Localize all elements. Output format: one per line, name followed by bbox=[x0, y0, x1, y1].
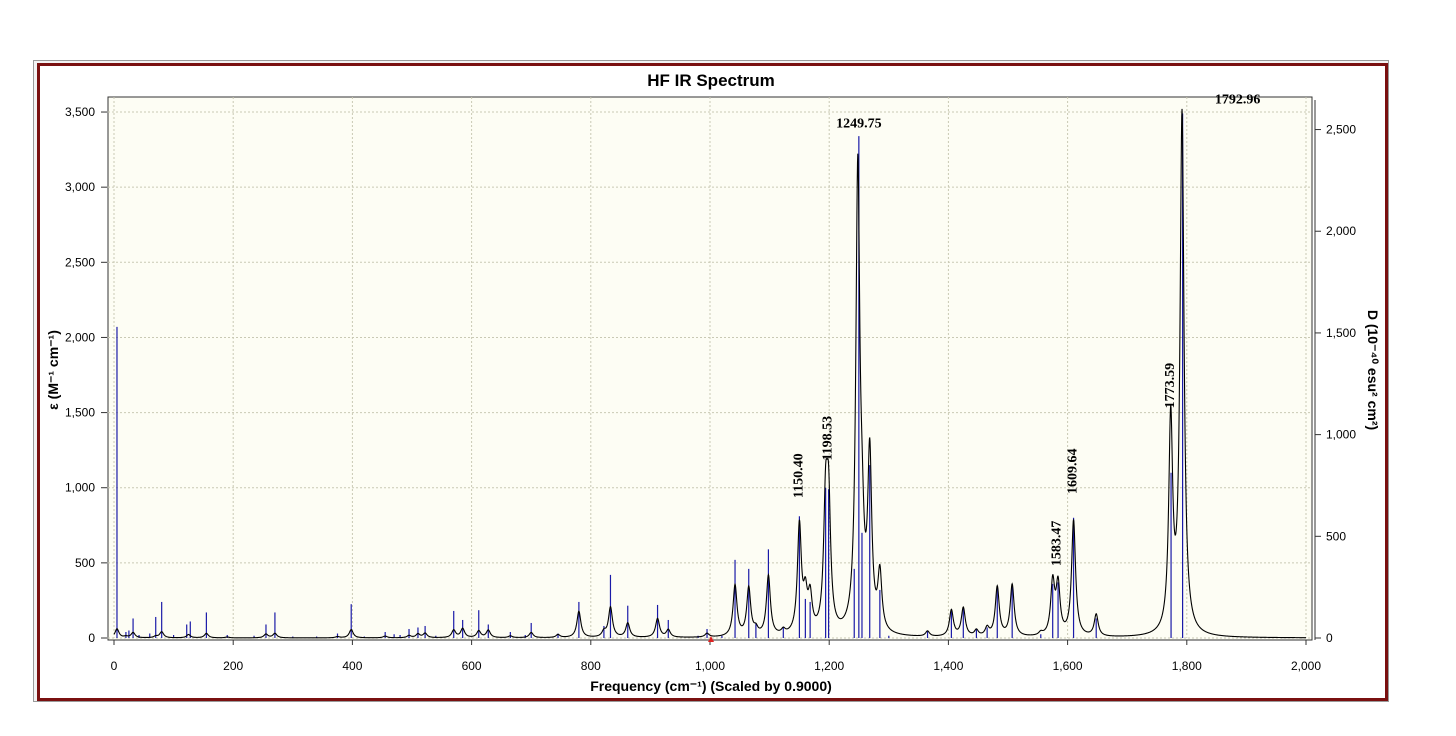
spectrum-line bbox=[113, 108, 1306, 639]
y-tick-label: 500 bbox=[75, 556, 95, 570]
y-tick-label: 0 bbox=[88, 631, 95, 645]
peak-labels: 1249.75 1792.96 1773.59 1198.53 1150.40 1609.… bbox=[792, 93, 1261, 567]
x-tick-label: 1,400 bbox=[933, 659, 963, 673]
y2-tick-label: 0 bbox=[1326, 631, 1333, 645]
peak-label: 1773.59 bbox=[1163, 363, 1178, 409]
y2-tick-label: 2,500 bbox=[1326, 123, 1356, 137]
peak-label: 1249.75 bbox=[836, 117, 882, 132]
x-tick-label: 400 bbox=[342, 659, 362, 673]
y-axis-ticks: 0 500 1,000 1,500 2,000 2,500 3,000 3,500 bbox=[65, 105, 107, 645]
chart-title: HF IR Spectrum bbox=[647, 71, 775, 90]
y2-tick-label: 1,000 bbox=[1326, 428, 1356, 442]
peak-label: 1792.96 bbox=[1215, 93, 1261, 108]
y-tick-label: 1,000 bbox=[65, 481, 95, 495]
x-tick-label: 1,800 bbox=[1172, 659, 1202, 673]
peak-label: 1198.53 bbox=[820, 416, 835, 461]
peak-label: 1150.40 bbox=[792, 453, 807, 498]
y-tick-label: 2,000 bbox=[65, 330, 95, 344]
peak-label: 1583.47 bbox=[1050, 521, 1065, 567]
y2-tick-label: 2,000 bbox=[1326, 224, 1356, 238]
y-axis-title: ε (M⁻¹ cm⁻¹) bbox=[45, 330, 61, 410]
y-tick-label: 3,000 bbox=[65, 180, 95, 194]
y2-tick-label: 1,500 bbox=[1326, 326, 1356, 340]
x-axis-ticks: 0 200 400 600 800 1,000 1,200 1,400 1,600 1,800 2,… bbox=[111, 640, 1321, 673]
x-tick-label: 1,600 bbox=[1053, 659, 1083, 673]
x-tick-label: 800 bbox=[581, 659, 601, 673]
y-tick-label: 2,500 bbox=[65, 255, 95, 269]
marker-icon[interactable] bbox=[708, 636, 714, 642]
spectrum-series bbox=[113, 108, 1306, 639]
x-tick-label: 0 bbox=[111, 659, 118, 673]
y2-axis-title: D (10⁻⁴⁰ esu² cm²) bbox=[1365, 310, 1381, 430]
y-tick-label: 1,500 bbox=[65, 406, 95, 420]
y2-tick-label: 500 bbox=[1326, 529, 1346, 543]
x-tick-label: 200 bbox=[223, 659, 243, 673]
x-tick-label: 2,000 bbox=[1291, 659, 1321, 673]
x-tick-label: 600 bbox=[462, 659, 482, 673]
y2-axis-ticks: 0 500 1,000 1,500 2,000 2,500 bbox=[1315, 123, 1356, 645]
x-axis-title: Frequency (cm⁻¹) (Scaled by 0.9000) bbox=[590, 678, 832, 694]
x-tick-label: 1,000 bbox=[695, 659, 725, 673]
peak-label: 1609.64 bbox=[1065, 448, 1080, 494]
y-tick-label: 3,500 bbox=[65, 105, 95, 119]
x-tick-label: 1,200 bbox=[814, 659, 844, 673]
